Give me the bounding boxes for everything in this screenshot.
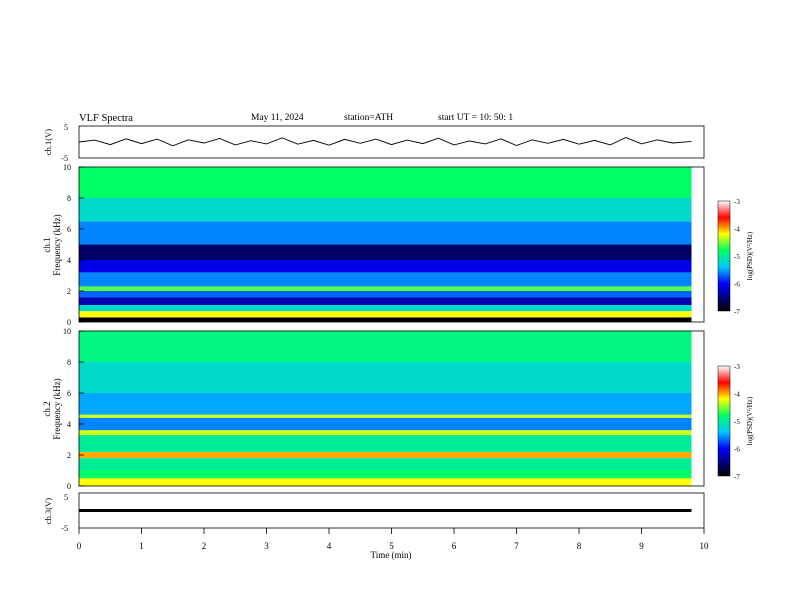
ytick-label: 8 — [67, 358, 71, 367]
colorbar-tick-label: -7 — [734, 308, 740, 316]
ytick-label: 10 — [63, 327, 71, 336]
spectrogram-band — [79, 272, 692, 287]
colorbar-tick-label: -5 — [734, 253, 740, 261]
ytick-label: 0 — [67, 482, 71, 491]
spectrogram-band — [79, 304, 692, 312]
spectrogram-band — [79, 167, 692, 198]
start-time-label: start UT = 10: 50: 1 — [438, 113, 514, 123]
ch1-ylabel-frequency: Frequency (kHz) — [52, 214, 62, 275]
spectrogram-band — [79, 317, 692, 322]
ch1-colorbar-gradient — [717, 200, 731, 312]
ch2-spectrogram-image — [79, 331, 692, 487]
spectrogram-band — [79, 417, 692, 431]
ytick-label: 4 — [67, 256, 71, 265]
colorbar-tick-label: -5 — [734, 418, 740, 426]
ch1-yticks: 0 2 4 6 8 10 — [63, 163, 84, 327]
colorbar-tick-label: -6 — [734, 446, 740, 454]
ch1-spectrogram-panel: 0 2 4 6 8 10 ch.1 Frequency (kHz) — [42, 163, 705, 327]
xtick-label: 8 — [577, 541, 582, 551]
spectrogram-band — [79, 393, 692, 415]
spectrogram-band — [79, 414, 692, 418]
spectrogram-band — [79, 311, 692, 318]
ch2-ylabel-channel: ch.2 — [42, 401, 52, 416]
spectrogram-band — [79, 362, 692, 393]
ch1-colorbar-ticks: -3 -4 -5 -6 -7 — [734, 198, 740, 316]
station-label: station=ATH — [344, 113, 394, 123]
xtick-label: 3 — [264, 541, 269, 551]
ch1-ytick-bottom: -5 — [61, 154, 68, 163]
colorbar-tick-label: -3 — [734, 363, 740, 371]
ytick-label: 2 — [67, 451, 71, 460]
xtick-label: 10 — [700, 541, 710, 551]
ch1-ylabel-channel: ch.1 — [42, 237, 52, 252]
ch3-waveform-panel: 5 -5 ch.3(V) 0 1 2 3 4 5 6 7 8 9 10 Time (min) — [43, 492, 709, 560]
chart-title: VLF Spectra — [79, 113, 133, 124]
spectrogram-band — [79, 297, 692, 305]
spectrogram-band — [79, 470, 692, 479]
x-axis-ticks: 0 1 2 3 4 5 6 7 8 9 10 — [77, 528, 709, 551]
spectrogram-band — [79, 430, 692, 435]
ch1-waveform-line — [78, 137, 692, 147]
colorbar-tick-label: -4 — [734, 226, 740, 234]
ytick-label: 0 — [67, 318, 71, 327]
ch1-spectrogram-image — [79, 167, 692, 322]
xtick-label: 6 — [452, 541, 457, 551]
x-axis-label: Time (min) — [371, 550, 412, 560]
xtick-label: 7 — [514, 541, 519, 551]
spectrogram-band — [79, 451, 692, 459]
ch2-colorbar-label: log(PSD)(V²/Hz) — [746, 396, 754, 445]
ch1-ytick-top: 5 — [64, 123, 68, 132]
xtick-label: 4 — [327, 541, 332, 551]
xtick-label: 2 — [202, 541, 207, 551]
ytick-label: 6 — [67, 389, 71, 398]
ch1-colorbar-label: log(PSD)(V²/Hz) — [746, 231, 754, 280]
spectrogram-band — [79, 244, 692, 260]
ytick-label: 10 — [63, 163, 71, 172]
ch2-spectrogram-frame — [78, 330, 705, 487]
ch3-ylabel: ch.3(V) — [43, 498, 53, 524]
ytick-label: 4 — [67, 420, 71, 429]
spectrogram-band — [79, 221, 692, 245]
colorbar-tick-label: -4 — [734, 391, 740, 399]
ytick-label: 2 — [67, 287, 71, 296]
spectrogram-band — [79, 198, 692, 222]
ch1-spectrogram-frame — [78, 166, 705, 323]
spectrogram-band — [79, 291, 692, 298]
ch3-ytick-bottom: -5 — [61, 524, 68, 533]
spectrogram-band — [79, 478, 692, 487]
colorbar-tick-label: -7 — [734, 473, 740, 481]
date-label: May 11, 2024 — [251, 113, 304, 123]
spectrogram-band — [79, 286, 692, 291]
colorbar-tick-label: -3 — [734, 198, 740, 206]
xtick-label: 1 — [139, 541, 144, 551]
ch1-waveform-frame — [78, 125, 705, 159]
ch1-colorbar: -3 -4 -5 -6 -7 log(PSD)(V²/Hz) — [717, 198, 754, 316]
spectrogram-band — [79, 260, 692, 273]
xtick-label: 9 — [639, 541, 644, 551]
spectrogram-band — [79, 434, 692, 452]
ch1-ylabel: ch.1(V) — [43, 129, 53, 155]
xtick-label: 5 — [389, 541, 394, 551]
xtick-label: 0 — [77, 541, 82, 551]
spectrogram-band — [79, 331, 692, 362]
ch2-spectrogram-panel: 0 2 4 6 8 10 ch.2 Frequency (kHz) — [42, 327, 705, 491]
ch2-colorbar-ticks: -3 -4 -5 -6 -7 — [734, 363, 740, 481]
ytick-label: 6 — [67, 225, 71, 234]
ch2-colorbar-gradient — [717, 365, 731, 477]
ytick-label: 8 — [67, 194, 71, 203]
ch2-colorbar: -3 -4 -5 -6 -7 log(PSD)(V²/Hz) — [717, 363, 754, 481]
spectrogram-band — [79, 458, 692, 471]
ch2-ylabel-frequency: Frequency (kHz) — [52, 378, 62, 439]
ch2-yticks: 0 2 4 6 8 10 — [63, 327, 84, 491]
colorbar-tick-label: -6 — [734, 281, 740, 289]
ch3-ytick-top: 5 — [64, 493, 68, 502]
ch1-waveform-panel: 5 -5 ch.1(V) — [43, 123, 705, 163]
